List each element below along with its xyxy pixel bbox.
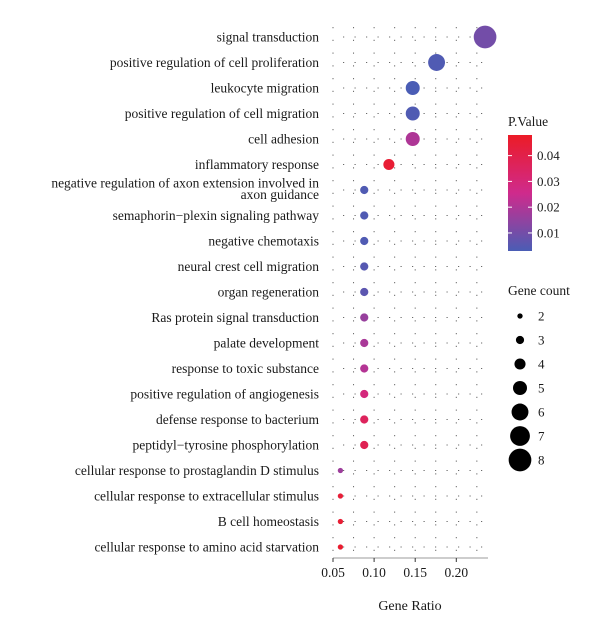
category-label: positive regulation of angiogenesis — [130, 387, 319, 402]
data-point — [337, 467, 344, 474]
colorbar-tick-label: 0.04 — [537, 148, 560, 163]
gene-count-key-label: 6 — [538, 405, 545, 420]
data-point — [360, 185, 369, 195]
category-label: defense response to bacterium — [156, 412, 320, 427]
category-label: cellular response to amino acid starvati… — [94, 540, 319, 555]
gene-count-key — [514, 358, 526, 370]
category-label: palate development — [214, 336, 320, 351]
colorbar-tick-label: 0.03 — [537, 174, 560, 189]
category-labels: signal transduction positive regulation o… — [51, 30, 319, 555]
data-point — [337, 493, 344, 499]
gene-count-legend-title: Gene count — [508, 283, 570, 298]
x-tick-label: 0.10 — [362, 565, 386, 580]
data-point — [360, 440, 369, 450]
x-tick-label: 0.15 — [403, 565, 427, 580]
data-point — [360, 389, 369, 399]
data-point — [360, 236, 369, 246]
data-point — [360, 313, 369, 322]
data-point — [405, 132, 420, 146]
gene-count-key — [517, 313, 523, 319]
p-value-legend: P.Value 0.01 0.02 0.03 0.04 — [508, 114, 560, 251]
colorbar-tick-label: 0.02 — [537, 200, 560, 215]
category-label: inflammatory response — [195, 157, 319, 172]
gene-count-key — [508, 448, 532, 472]
category-label: neural crest cell migration — [178, 259, 320, 274]
gene-count-legend: Gene count 2 3 4 5 6 7 8 — [508, 283, 570, 472]
colorbar-tick-label: 0.01 — [537, 225, 560, 240]
category-label: cellular response to extracellular stimu… — [94, 489, 319, 504]
gene-count-key-label: 3 — [538, 333, 545, 348]
data-point — [428, 54, 446, 71]
gene-count-key-label: 7 — [538, 429, 545, 444]
data-point — [360, 262, 369, 271]
category-label: semaphorin−plexin signaling pathway — [113, 208, 320, 223]
grid-layer — [332, 27, 484, 558]
data-point — [360, 338, 369, 348]
data-point — [360, 364, 369, 373]
points-layer — [337, 25, 497, 550]
gene-count-key — [510, 426, 530, 446]
category-label: positive regulation of cell migration — [125, 106, 319, 121]
data-point — [360, 211, 369, 220]
gene-count-key — [513, 381, 527, 395]
data-point — [337, 544, 344, 550]
category-label: negative regulation of axon extension in… — [51, 176, 319, 191]
category-label: organ regeneration — [218, 285, 320, 300]
gene-count-key — [511, 403, 529, 421]
gene-count-key — [515, 335, 525, 345]
data-point — [360, 287, 369, 297]
gene-count-key-label: 8 — [538, 453, 545, 468]
category-label: positive regulation of cell proliferatio… — [110, 55, 319, 70]
data-point — [360, 415, 369, 424]
x-axis: 0.05 0.10 0.15 0.20 — [321, 557, 488, 580]
x-axis-title: Gene Ratio — [378, 599, 441, 614]
data-point — [473, 25, 497, 49]
category-label: leukocyte migration — [211, 81, 320, 96]
category-label: cellular response to prostaglandin D sti… — [75, 463, 319, 478]
category-label: cell adhesion — [248, 132, 319, 147]
p-value-legend-title: P.Value — [508, 114, 548, 129]
x-tick-label: 0.05 — [321, 565, 345, 580]
category-label: response to toxic substance — [172, 361, 319, 376]
data-point — [383, 158, 395, 171]
gene-count-key-label: 2 — [538, 309, 545, 324]
data-point — [405, 106, 420, 121]
category-label: negative chemotaxis — [208, 234, 319, 249]
gene-count-key-label: 4 — [538, 357, 545, 372]
data-point — [405, 81, 420, 95]
category-label: B cell homeostasis — [218, 514, 319, 529]
category-label: axon guidance — [241, 187, 319, 202]
data-point — [337, 518, 344, 525]
p-value-colorbar — [508, 135, 532, 251]
gene-count-key-label: 5 — [538, 381, 545, 396]
category-label: Ras protein signal transduction — [151, 310, 319, 325]
category-label: signal transduction — [217, 30, 320, 45]
category-label: peptidyl−tyrosine phosphorylation — [133, 438, 320, 453]
x-tick-label: 0.20 — [444, 565, 468, 580]
